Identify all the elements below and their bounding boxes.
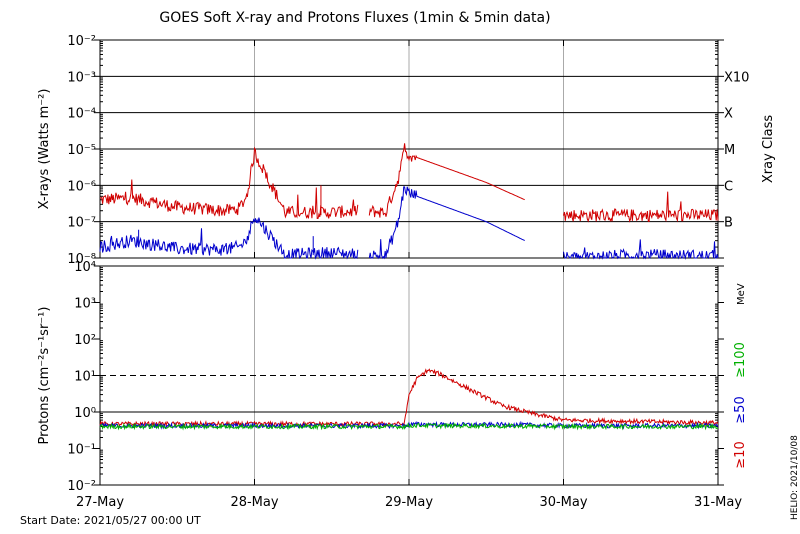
xray-series-0-line	[368, 143, 525, 218]
xray-y-tick-label: 10⁻²	[67, 34, 96, 49]
proton-legend-2: ≥10	[733, 441, 748, 468]
mev-unit-label: MeV	[736, 283, 747, 305]
xray-y-tick-label: 10⁻⁶	[67, 179, 96, 194]
xray-class-label: X	[724, 107, 733, 122]
proton-y-axis-label: Protons (cm⁻²s⁻¹sr⁻¹)	[37, 307, 52, 445]
xray-class-label: M	[724, 143, 735, 158]
proton-panel: 10⁴ 10³ 10² 10¹ 10⁰ 10⁻¹ 10⁻² Protons (cm⁻²s⁻¹s…	[37, 260, 748, 494]
xray-series-1-line	[368, 186, 525, 260]
proton-y-tick-label: 10⁻¹	[67, 443, 96, 458]
xray-y-tick-label: 10⁻⁴	[67, 107, 96, 122]
start-date-label: Start Date: 2021/05/27 00:00 UT	[20, 514, 201, 527]
x-axis-labels: 27-May 28-May 29-May 30-May 31-May	[76, 495, 742, 510]
proton-y-tick-label: 10¹	[74, 370, 96, 385]
proton-y-tick-label: 10⁻²	[67, 479, 96, 494]
x-tick-label: 27-May	[76, 495, 124, 510]
xray-y-tick-label: 10⁻³	[67, 70, 96, 85]
proton-y-tick-label: 10³	[74, 297, 96, 312]
xray-class-label: B	[724, 216, 733, 231]
xray-y-tick-label: 10⁻⁵	[67, 143, 96, 158]
xray-series-0-line	[99, 146, 359, 220]
credit-label: HELIO: 2021/10/08	[790, 435, 800, 520]
xray-class-axis-label: Xray Class	[761, 115, 776, 183]
xray-series-1-line	[99, 217, 359, 260]
chart-title: GOES Soft X-ray and Protons Fluxes (1min…	[159, 10, 550, 26]
x-tick-label: 28-May	[230, 495, 278, 510]
proton-series-1-line	[99, 420, 719, 430]
proton-y-tick-label: 10⁰	[74, 406, 96, 421]
xray-y-tick-label: 10⁻⁸	[67, 252, 96, 267]
xray-class-label: C	[724, 179, 733, 194]
xray-y-tick-label: 10⁻⁷	[67, 216, 96, 231]
x-tick-label: 29-May	[385, 495, 433, 510]
xray-panel: 10⁻² 10⁻³ 10⁻⁴ 10⁻⁵ 10⁻⁶ 10⁻⁷ 10⁻⁸ X10 X M C B X-ray…	[37, 34, 776, 267]
proton-series-2-line	[99, 422, 719, 431]
xray-series-1-line	[563, 239, 719, 260]
proton-legend-0: ≥100	[733, 342, 748, 378]
xray-class-label: X10	[724, 70, 749, 85]
x-tick-label: 30-May	[539, 495, 587, 510]
xray-y-axis-label: X-rays (Watts m⁻²)	[37, 89, 52, 210]
x-tick-label: 31-May	[694, 495, 742, 510]
proton-legend-1: ≥50	[733, 396, 748, 423]
proton-y-tick-label: 10⁴	[74, 260, 96, 275]
xray-series-0-line	[563, 191, 719, 223]
proton-y-tick-label: 10²	[74, 333, 96, 348]
